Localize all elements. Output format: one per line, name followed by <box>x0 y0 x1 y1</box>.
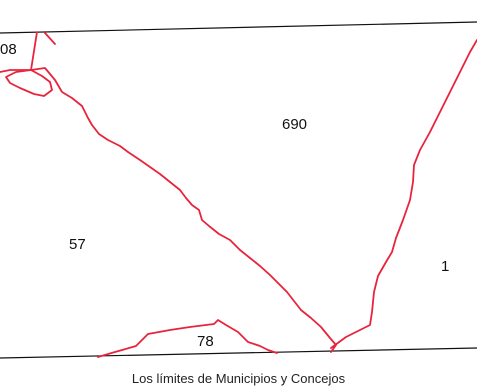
parcel-label-690: 690 <box>282 116 307 133</box>
parcel-label-1: 1 <box>441 258 449 275</box>
parcel-label-57: 57 <box>69 236 86 253</box>
map-caption: Los límites de Municipios y Concejos <box>131 371 346 386</box>
boundary-line-south <box>97 319 278 358</box>
boundary-line-east <box>330 39 477 349</box>
map-frame-bottom <box>0 347 477 359</box>
boundary-line-fork <box>44 32 56 45</box>
parcel-label-08: 08 <box>0 41 17 58</box>
map-frame-top <box>0 21 477 34</box>
parcel-loop <box>5 69 53 97</box>
parcel-label-78: 78 <box>197 333 214 350</box>
boundary-line-main <box>30 31 337 353</box>
